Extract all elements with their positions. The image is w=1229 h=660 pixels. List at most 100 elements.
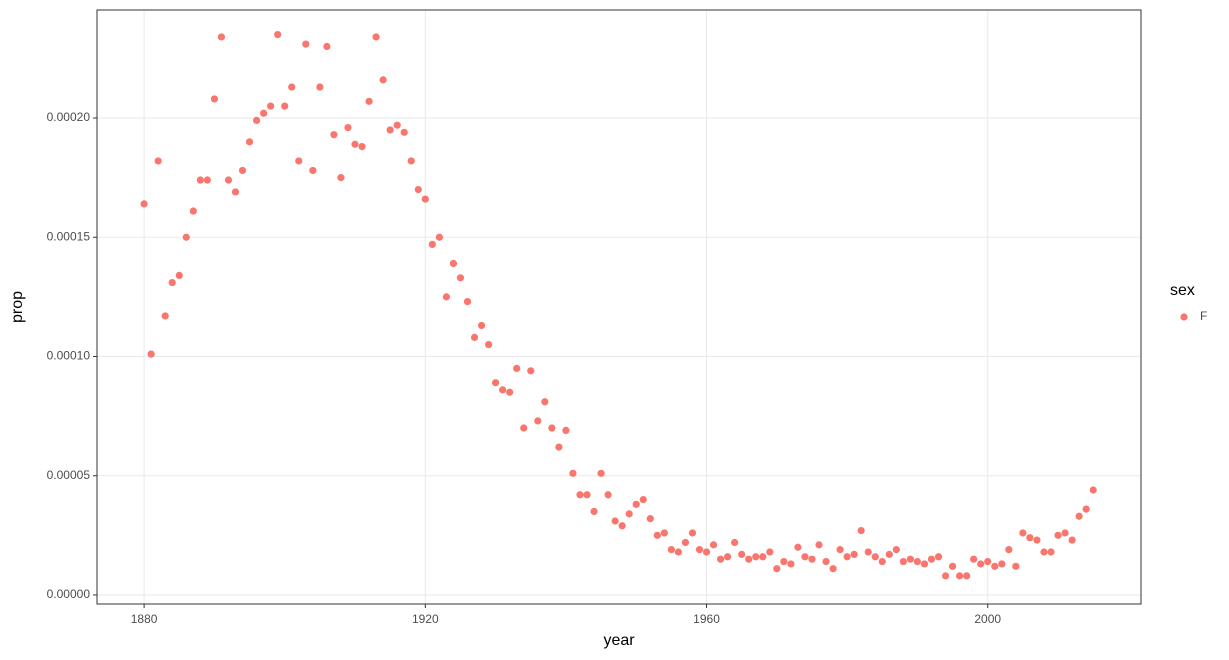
point [407, 157, 415, 165]
point [1012, 562, 1020, 570]
point [632, 500, 640, 508]
x-tick-label: 1920 [412, 612, 439, 626]
point [168, 278, 176, 287]
point [724, 553, 732, 561]
point [688, 529, 697, 537]
point [843, 553, 851, 561]
point [548, 424, 556, 432]
point [442, 293, 451, 301]
point [393, 121, 401, 129]
y-tick-label: 0.00005 [47, 468, 91, 482]
point [857, 526, 865, 535]
point [646, 515, 654, 523]
point [702, 548, 711, 556]
point [330, 131, 338, 139]
point [456, 274, 465, 282]
point [274, 30, 282, 39]
point [590, 507, 598, 516]
point [281, 102, 289, 110]
point [189, 207, 197, 215]
x-tick-label: 2000 [974, 612, 1001, 626]
point [1068, 536, 1076, 544]
point [267, 102, 275, 110]
point [534, 417, 542, 425]
point [379, 76, 387, 84]
point [759, 553, 767, 561]
legend-title: sex [1170, 282, 1195, 299]
point [850, 550, 858, 559]
point [470, 333, 479, 342]
point [773, 565, 781, 573]
point [878, 557, 886, 566]
point [147, 350, 155, 358]
point [977, 560, 985, 568]
point [906, 555, 915, 563]
point [161, 312, 169, 320]
point [506, 388, 514, 396]
point [766, 548, 774, 556]
panel-border [96, 9, 1142, 605]
point [745, 555, 753, 563]
point [210, 95, 219, 103]
point [477, 321, 486, 330]
point [224, 176, 233, 184]
x-tick-label: 1960 [693, 612, 720, 626]
point [499, 386, 507, 394]
point [731, 538, 739, 547]
point [604, 491, 612, 499]
point [252, 116, 261, 125]
point [337, 174, 345, 182]
point [1040, 548, 1048, 556]
point [920, 560, 929, 568]
point [752, 553, 760, 561]
point [1033, 536, 1041, 544]
point [660, 529, 668, 537]
point [583, 491, 591, 499]
point [513, 364, 521, 373]
point [611, 517, 619, 525]
point [358, 143, 366, 151]
point [653, 531, 661, 539]
point [667, 546, 675, 554]
point [140, 200, 148, 208]
point [970, 555, 978, 563]
y-tick-label: 0.00015 [47, 229, 91, 243]
point [780, 557, 788, 566]
point [674, 548, 683, 556]
point [428, 240, 436, 249]
point [492, 379, 500, 387]
point [695, 546, 704, 554]
point [245, 138, 254, 146]
point [295, 157, 303, 165]
point [738, 550, 746, 559]
point [1047, 548, 1055, 556]
point [372, 33, 380, 41]
point [449, 259, 458, 268]
point [1082, 505, 1090, 513]
point [991, 562, 999, 570]
point [941, 572, 950, 580]
point [555, 443, 563, 451]
point [871, 553, 879, 561]
point [984, 557, 992, 566]
point [1054, 531, 1062, 539]
point [1089, 486, 1097, 494]
point [801, 553, 809, 561]
point [309, 166, 317, 175]
point [864, 548, 872, 556]
point [484, 340, 493, 349]
point [1026, 534, 1034, 542]
point [316, 83, 324, 91]
point [414, 185, 422, 194]
point [829, 565, 837, 573]
point [260, 109, 268, 117]
point [948, 562, 957, 570]
point [815, 541, 823, 549]
point [836, 546, 844, 554]
point [1075, 512, 1083, 520]
point [927, 555, 936, 563]
point [154, 157, 162, 165]
point [323, 42, 331, 51]
point [681, 538, 690, 547]
